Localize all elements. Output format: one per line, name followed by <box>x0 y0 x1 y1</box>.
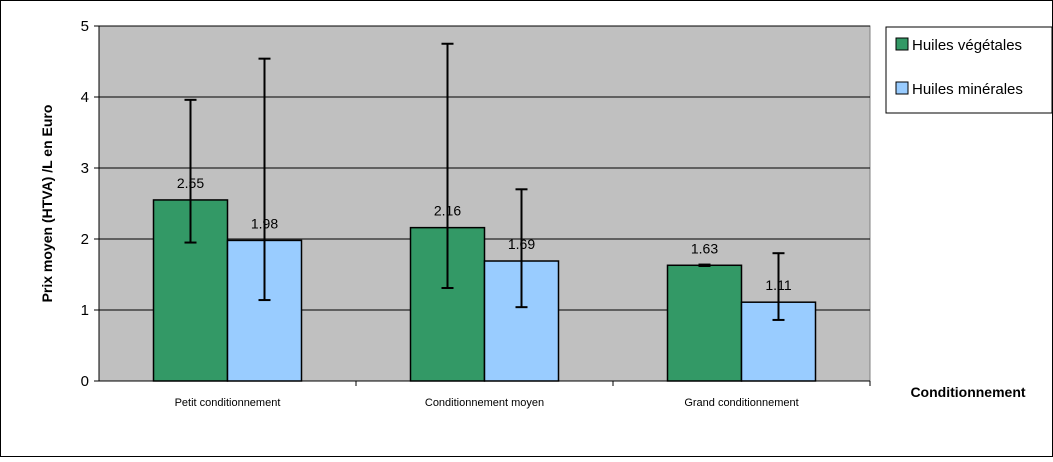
data-label: 1.63 <box>691 240 718 256</box>
legend-swatch <box>895 81 909 95</box>
legend-box <box>885 26 1053 114</box>
y-tick-label: 5 <box>81 18 89 35</box>
y-tick-label: 2 <box>81 231 89 248</box>
y-tick-label: 4 <box>81 89 89 106</box>
data-label: 1.11 <box>765 277 791 293</box>
x-tick-label: Conditionnement moyen <box>425 397 544 409</box>
y-tick-label: 0 <box>81 373 89 390</box>
x-axis-label: Conditionnement <box>910 384 1025 400</box>
legend-label: Huiles minérales <box>912 81 1023 98</box>
x-tick-label: Petit conditionnement <box>175 397 281 409</box>
bars <box>152 199 817 382</box>
bar <box>666 264 743 382</box>
error-bars <box>184 42 785 321</box>
legend-swatch <box>895 37 909 51</box>
legend-label: Huiles végétales <box>912 37 1022 54</box>
y-tick-label: 3 <box>81 160 89 177</box>
value-labels: 2.55 1.98 2.16 1.69 1.63 1.11 <box>177 175 792 293</box>
data-label: 1.69 <box>508 236 535 252</box>
x-tick-label: Grand conditionnement <box>684 397 798 409</box>
axes: 0 1 2 3 4 5 Petit conditionnement Conditionneme… <box>81 18 871 409</box>
legend: Huiles végétales Huiles minérales <box>885 26 1053 114</box>
data-label: 1.98 <box>251 215 278 231</box>
data-label: 2.55 <box>177 175 204 191</box>
data-label: 2.16 <box>434 203 461 219</box>
y-tick-label: 1 <box>81 302 89 319</box>
y-axis-label: Prix moyen (HTVA) /L en Euro <box>39 105 55 303</box>
